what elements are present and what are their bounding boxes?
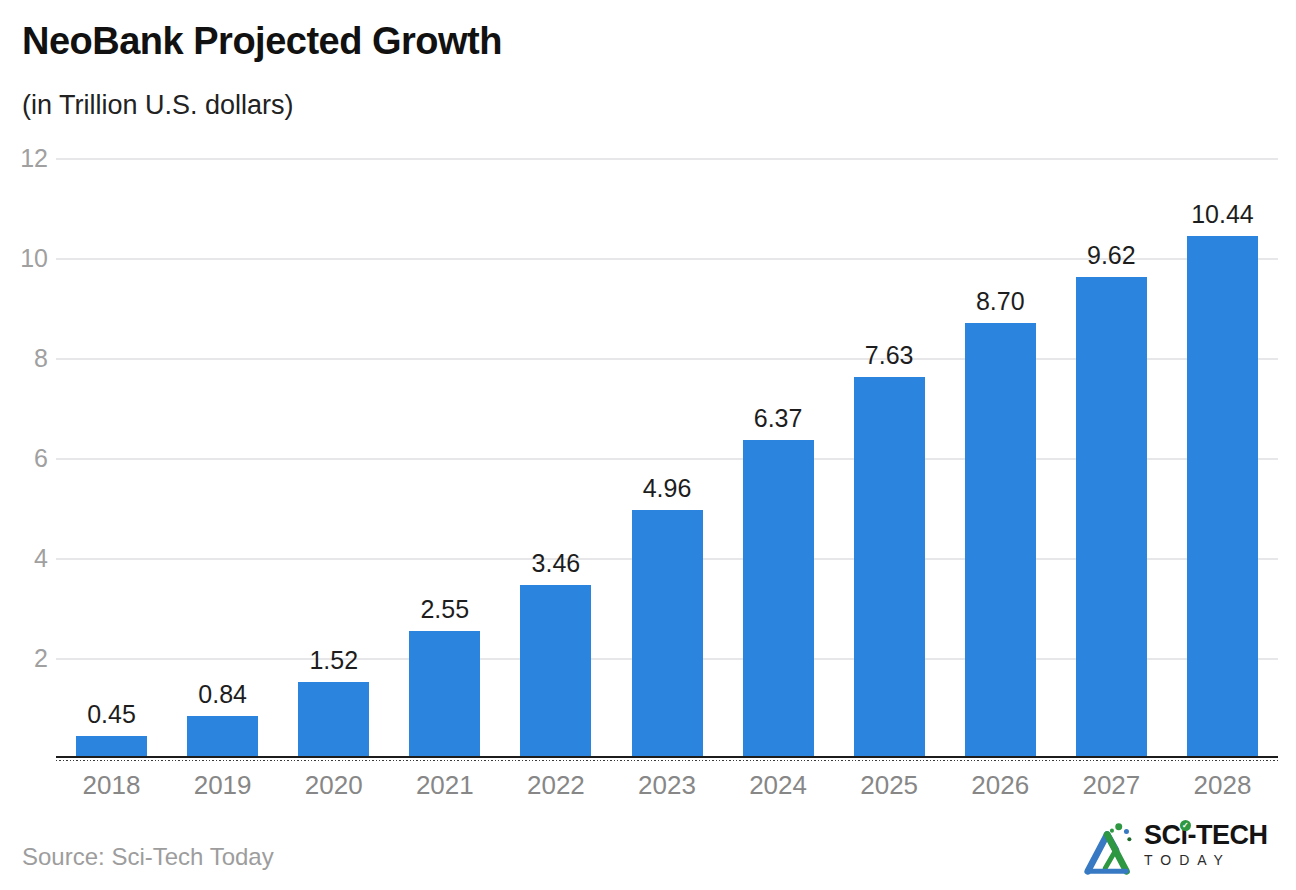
logo-line-scitech: SCi✓-TECH [1144,820,1268,850]
bar-2020 [298,682,369,758]
x-axis-label: 2028 [1167,768,1278,802]
gridline [56,158,1278,160]
chart-subtitle: (in Trillion U.S. dollars) [22,90,294,121]
x-axis-ticks [56,760,1278,761]
x-axis: 2018201920202021202220232024202520262027… [56,768,1278,802]
bar-2019 [187,716,258,758]
bar-value-label: 10.44 [1167,200,1278,229]
bar-value-label: 1.52 [278,646,389,675]
scitech-logo-text: SCi✓-TECH TODAY [1144,820,1268,868]
y-axis-label: 12 [0,143,48,173]
y-axis: 24681012 [0,158,48,758]
x-axis-label: 2026 [945,768,1056,802]
bar-2027 [1076,277,1147,758]
x-axis-label: 2027 [1056,768,1167,802]
bar-value-label: 9.62 [1056,241,1167,270]
bar-value-label: 0.45 [56,700,167,729]
bar-2018 [76,736,147,759]
bar-2022 [520,585,591,758]
bar-value-label: 0.84 [167,680,278,709]
bar-2021 [409,631,480,759]
bar-value-label: 4.96 [611,474,722,503]
bar-value-label: 6.37 [723,404,834,433]
x-axis-label: 2019 [167,768,278,802]
x-axis-line [56,756,1278,758]
logo-line-today: TODAY [1144,852,1268,868]
bar-value-label: 8.70 [945,287,1056,316]
x-axis-label: 2020 [278,768,389,802]
x-axis-label: 2022 [500,768,611,802]
scitech-logo-mark-icon [1082,820,1140,878]
bar-2026 [965,323,1036,758]
x-axis-label: 2025 [834,768,945,802]
bar-2024 [743,440,814,759]
chart-title: NeoBank Projected Growth [22,20,502,63]
bar-value-label: 2.55 [389,595,500,624]
x-axis-label: 2024 [723,768,834,802]
scitech-today-logo: SCi✓-TECH TODAY [1082,818,1268,882]
y-axis-label: 10 [0,243,48,273]
x-axis-label: 2023 [611,768,722,802]
bar-value-label: 3.46 [500,549,611,578]
bar-2028 [1187,236,1258,758]
y-axis-label: 4 [0,543,48,573]
y-axis-label: 8 [0,343,48,373]
x-axis-label: 2018 [56,768,167,802]
bar-2023 [632,510,703,758]
logo-check-icon: ✓ [1180,820,1191,831]
y-axis-label: 2 [0,643,48,673]
bar-2025 [854,377,925,759]
source-note: Source: Sci-Tech Today [22,843,274,871]
bar-value-label: 7.63 [834,341,945,370]
y-axis-label: 6 [0,443,48,473]
plot-area: 0.450.841.522.553.46 4.96 6.37 7.638.709.62… [56,158,1278,758]
x-axis-label: 2021 [389,768,500,802]
chart-page: NeoBank Projected Growth (in Trillion U.… [0,0,1296,890]
